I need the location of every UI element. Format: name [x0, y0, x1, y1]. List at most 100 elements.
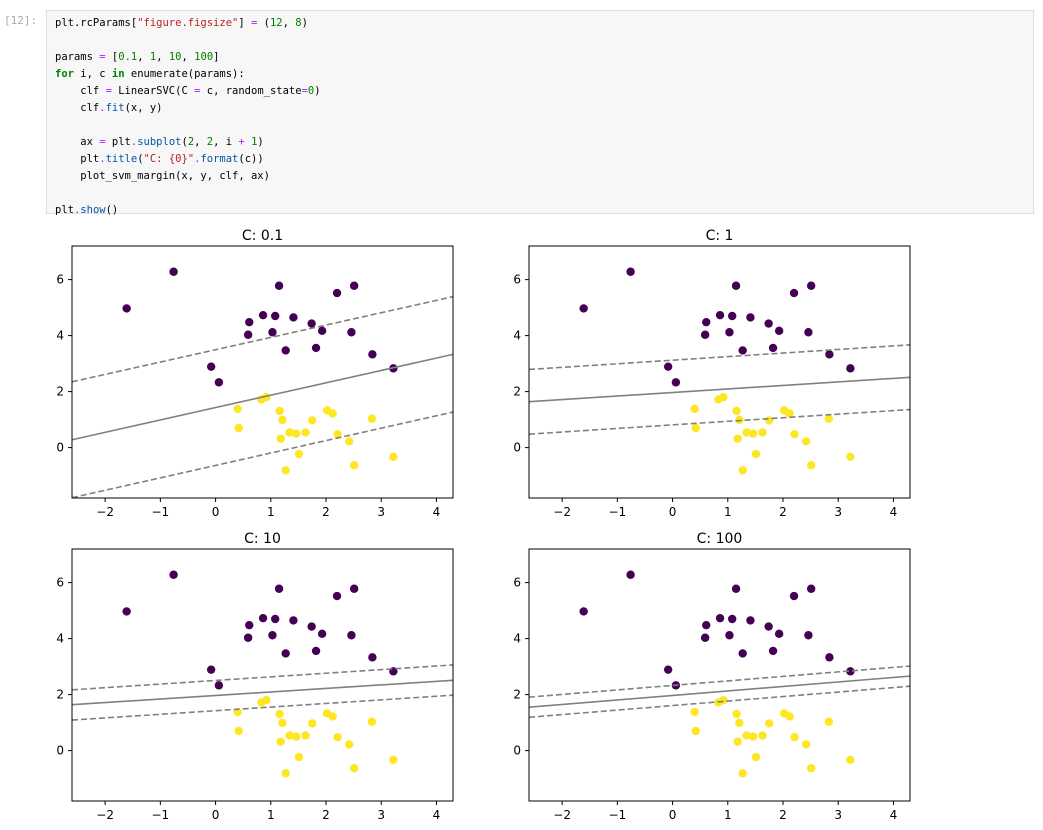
decision-boundary-line	[72, 679, 453, 706]
data-point-class0	[289, 616, 298, 625]
data-point-class0	[728, 311, 737, 321]
x-tick-label: −1	[151, 808, 169, 822]
data-point-class0	[214, 681, 224, 690]
data-point-class0	[725, 631, 734, 640]
data-point-class1	[344, 437, 354, 446]
x-tick-label: 0	[669, 808, 677, 822]
data-point-class1	[790, 429, 799, 439]
plot-area	[529, 570, 910, 778]
data-point-class1	[785, 712, 794, 721]
data-point-class0	[271, 311, 280, 321]
x-tick-label: 4	[433, 505, 441, 519]
data-point-class0	[281, 346, 290, 355]
data-point-class0	[671, 378, 681, 387]
data-point-class0	[206, 665, 216, 674]
data-point-class1	[291, 732, 301, 741]
data-point-class1	[690, 707, 699, 717]
data-point-class0	[768, 646, 778, 656]
data-point-class0	[728, 614, 737, 624]
code-editor[interactable]: plt.rcParams["figure.figsize"] = (12, 8)…	[55, 15, 321, 219]
data-point-class0	[768, 343, 778, 353]
data-point-class0	[268, 328, 277, 337]
margin-line	[72, 664, 453, 691]
data-point-class0	[274, 584, 284, 593]
x-tick-label: 0	[212, 505, 220, 519]
subplot-3: −2 −1 0 1 2 3 4 0 2 4 6 C: 10	[56, 531, 454, 822]
data-point-class0	[206, 362, 216, 371]
data-point-class1	[349, 461, 359, 470]
data-point-class1	[733, 737, 742, 746]
chart-title: C: 10	[244, 531, 281, 547]
data-point-class1	[733, 434, 742, 443]
data-point-class0	[349, 584, 359, 593]
margin-line	[529, 408, 910, 435]
data-point-class1	[758, 731, 767, 740]
x-tick-label: 3	[834, 808, 842, 822]
data-point-class0	[243, 633, 253, 642]
data-point-class0	[806, 584, 816, 593]
data-point-class1	[281, 769, 290, 778]
axes-frame	[71, 245, 454, 499]
data-point-class1	[307, 719, 317, 728]
data-point-class0	[738, 346, 747, 355]
y-tick-label: 4	[56, 632, 64, 646]
data-point-class0	[268, 631, 277, 640]
x-tick-label: −1	[151, 505, 169, 519]
data-point-class1	[719, 696, 728, 705]
code-line-9: plt.title("C: {0}".format(c))	[55, 153, 264, 165]
data-point-class0	[332, 288, 342, 298]
data-point-class0	[349, 281, 359, 290]
data-point-class1	[333, 732, 342, 742]
data-point-class1	[806, 764, 816, 773]
data-point-class0	[122, 304, 131, 313]
x-tick-label: 3	[834, 505, 842, 519]
data-point-class1	[262, 696, 271, 705]
data-point-class1	[824, 717, 834, 726]
data-point-class0	[317, 629, 327, 639]
data-point-class1	[291, 429, 301, 438]
data-point-class1	[275, 406, 284, 416]
data-point-class0	[169, 267, 178, 276]
code-line-10: plot_svm_margin(x, y, clf, ax)	[55, 170, 270, 182]
data-point-class1	[367, 717, 377, 726]
data-point-class0	[274, 281, 284, 290]
data-point-class0	[169, 570, 178, 579]
data-point-class0	[122, 607, 131, 616]
plot-area	[72, 267, 453, 498]
data-point-class0	[731, 281, 741, 290]
data-point-class1	[301, 428, 310, 437]
data-point-class0	[804, 631, 813, 640]
data-point-class0	[715, 613, 725, 623]
data-point-class1	[738, 769, 747, 778]
x-tick-label: 2	[322, 808, 330, 822]
data-point-class1	[732, 406, 741, 416]
y-tick-label: 0	[513, 441, 521, 455]
data-point-class1	[275, 709, 284, 719]
data-point-class1	[367, 414, 377, 423]
margin-line	[529, 344, 910, 371]
data-point-class1	[691, 423, 700, 433]
data-point-class0	[774, 326, 784, 336]
data-point-class0	[368, 653, 377, 662]
data-point-class1	[785, 409, 794, 418]
data-point-class1	[328, 409, 337, 418]
data-point-class0	[774, 629, 784, 639]
y-tick-label: 2	[56, 385, 64, 399]
y-tick-label: 0	[513, 744, 521, 758]
data-point-class1	[764, 416, 774, 425]
data-point-class1	[758, 428, 767, 437]
data-point-class0	[806, 281, 816, 290]
data-point-class0	[258, 613, 268, 623]
y-tick-label: 2	[56, 688, 64, 702]
data-point-class0	[245, 620, 254, 630]
axes-frame	[71, 548, 454, 802]
data-point-class0	[271, 614, 280, 624]
code-cell[interactable]: plt.rcParams["figure.figsize"] = (12, 8)…	[46, 10, 1034, 216]
data-point-class0	[715, 310, 725, 320]
x-tick-label: −2	[553, 505, 571, 519]
data-point-class1	[846, 452, 855, 462]
x-tick-label: 1	[267, 808, 275, 822]
data-point-class0	[731, 584, 741, 593]
x-tick-label: 2	[322, 505, 330, 519]
